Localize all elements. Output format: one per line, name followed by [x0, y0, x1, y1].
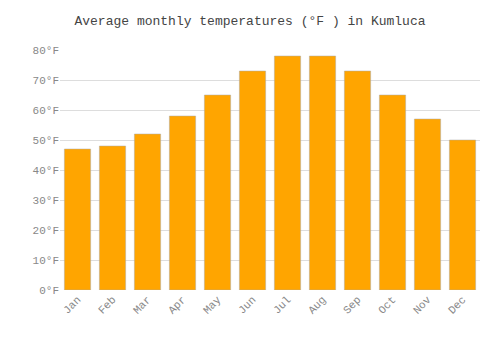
svg-text:50°F: 50°F — [33, 135, 59, 147]
svg-text:Sep: Sep — [341, 294, 363, 316]
svg-text:Average monthly temperatures (: Average monthly temperatures (°F ) in Ku… — [74, 14, 425, 29]
svg-text:10°F: 10°F — [33, 255, 59, 267]
svg-text:60°F: 60°F — [33, 105, 59, 117]
svg-text:Jul: Jul — [271, 294, 293, 316]
svg-text:30°F: 30°F — [33, 195, 59, 207]
svg-text:80°F: 80°F — [33, 45, 59, 57]
svg-text:May: May — [201, 294, 224, 317]
svg-text:Feb: Feb — [96, 294, 118, 316]
svg-text:20°F: 20°F — [33, 225, 59, 237]
svg-text:Mar: Mar — [131, 294, 153, 316]
svg-text:40°F: 40°F — [33, 165, 59, 177]
svg-text:Oct: Oct — [376, 294, 398, 316]
svg-text:Jan: Jan — [61, 294, 83, 316]
svg-text:Nov: Nov — [411, 294, 434, 317]
svg-text:Apr: Apr — [166, 294, 188, 316]
svg-text:Jun: Jun — [236, 294, 258, 316]
svg-text:0°F: 0°F — [39, 285, 59, 297]
svg-text:Aug: Aug — [306, 294, 328, 316]
svg-text:70°F: 70°F — [33, 75, 59, 87]
svg-text:Dec: Dec — [446, 294, 468, 316]
